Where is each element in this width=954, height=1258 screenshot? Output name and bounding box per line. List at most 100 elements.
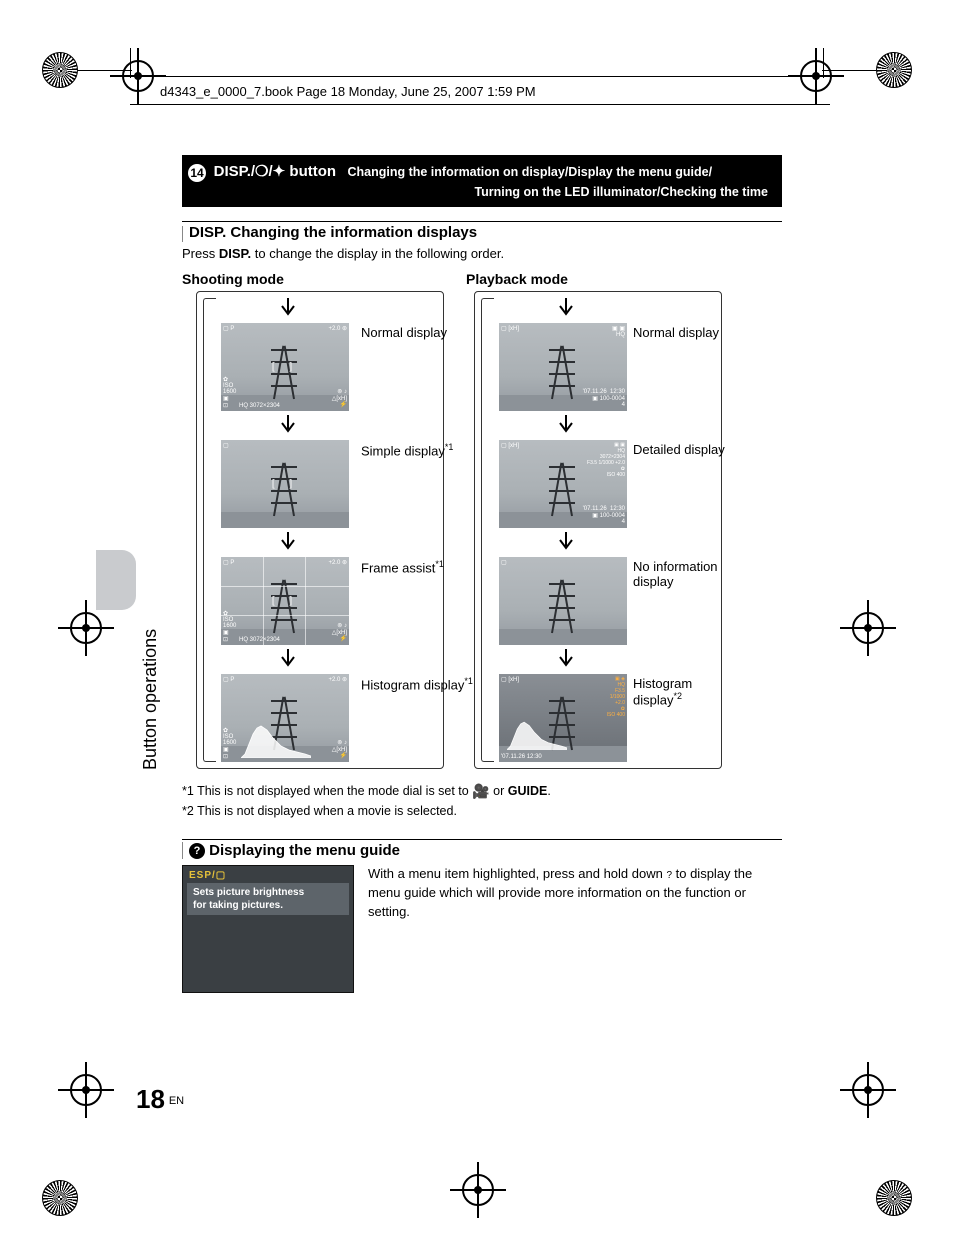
page-number-value: 18 — [136, 1084, 165, 1114]
thumb-overlay: ▢ P — [223, 325, 234, 332]
crop-line — [823, 48, 824, 78]
help-icon: ❍ — [255, 161, 268, 183]
thumb-overlay: ✿ ISO 1600 ▣ ⊡ — [223, 376, 236, 409]
footnote-1-mid: or — [490, 784, 508, 798]
footnote-1-pre: *1 This is not displayed when the mode d… — [182, 784, 472, 798]
thumb-overlay: +2.0 ⊛ — [328, 559, 347, 566]
thumb-shoot-hist: ▢ P +2.0 ⊛ ✿ ISO 1600 ▣ ⊡ ⊚ ♪ △[xH] ⚡ — [221, 674, 349, 762]
thumb-overlay: HQ 3072×2304 — [239, 403, 280, 409]
thumb-overlay: ▣ ▣ HQ 3072×2304 F3.5 1/1000 +2.0 ✿ ISO … — [587, 442, 625, 478]
page-number: 18 EN — [136, 1084, 184, 1115]
thumb-overlay: HQ 3072×2304 — [239, 637, 280, 643]
crop-register — [58, 1062, 114, 1118]
page-lang: EN — [169, 1095, 184, 1107]
mg-text-pre: With a menu item highlighted, press and … — [368, 866, 666, 881]
crop-sunburst — [42, 52, 78, 88]
caption-shoot-simple: Simple display*1 — [361, 440, 453, 458]
thumb-overlay: ⊚ ♪ △[xH] ⚡ — [332, 740, 347, 760]
menu-guide-topline: ESP/▢ — [183, 866, 353, 883]
thumb-overlay: '07.11.26 12:30 ▣ 100-0004 4 — [583, 389, 625, 409]
press-text-post: to change the display in the following o… — [251, 246, 504, 261]
press-text-bold: DISP. — [219, 246, 251, 261]
help-icon: ? — [189, 843, 205, 859]
crop-register — [840, 600, 896, 656]
caption-sup: *2 — [673, 691, 682, 701]
caption-sup: *1 — [435, 559, 444, 569]
thumb-shoot-simple: ▢ [ ] — [221, 440, 349, 528]
footnote-2: *2 This is not displayed when a movie is… — [182, 802, 782, 821]
flow-arrow-icon — [551, 649, 581, 672]
menu-guide-hl-line2: for taking pictures. — [193, 900, 283, 911]
flow-cycle-playback: ▢ [xH] ▣ ▣ HQ '07.11.26 12:30 ▣ 100-0004… — [474, 291, 722, 769]
menu-guide-text: With a menu item highlighted, press and … — [368, 865, 782, 993]
led-icon: ✦ — [273, 161, 286, 183]
crop-line — [130, 48, 131, 78]
thumb-overlay: ▢ — [501, 559, 507, 566]
thumb-shoot-normal: ▢ P +2.0 ⊛ ✿ ISO 1600 ▣ ⊡ ⊚ ♪ △[xH] ⚡ [ … — [221, 323, 349, 411]
crop-line — [822, 70, 876, 71]
movie-mode-icon: 🎥 — [472, 781, 489, 802]
flow-arrow-icon — [551, 532, 581, 555]
header-subtitle-1: Changing the information on display/Disp… — [347, 165, 712, 179]
press-text-pre: Press — [182, 246, 219, 261]
section-number-badge: 14 — [188, 164, 206, 182]
section-title-menuguide: ? Displaying the menu guide — [182, 839, 782, 859]
caption-shoot-hist: Histogram display*1 — [361, 674, 473, 692]
caption-play-hist: Histogram display*2 — [633, 674, 692, 707]
thumb-overlay: ▢ — [223, 442, 229, 449]
chapter-label: Button operations — [140, 629, 161, 770]
flow-arrow-icon — [273, 649, 303, 672]
header-title-button: button — [285, 163, 336, 180]
caption-sup: *1 — [445, 442, 454, 452]
crop-line — [78, 70, 132, 71]
thumb-play-normal: ▢ [xH] ▣ ▣ HQ '07.11.26 12:30 ▣ 100-0004… — [499, 323, 627, 411]
flow-arrow-icon — [551, 298, 581, 321]
thumb-overlay: ▣ ◈ HQ F3.5 1/1000 +2.0 ✿ ISO 400 — [607, 676, 625, 718]
flow-arrow-icon — [273, 298, 303, 321]
crop-register — [450, 1162, 506, 1218]
caption-shoot-normal: Normal display — [361, 323, 447, 340]
thumb-overlay: [ ] — [272, 362, 298, 373]
thumb-overlay: ⊚ ♪ △[xH] ⚡ — [332, 623, 347, 643]
caption-text: Simple display — [361, 443, 445, 458]
section-title-bold: DISP. — [189, 224, 226, 241]
footnote-1-post: . — [547, 784, 550, 798]
thumb-overlay: +2.0 ⊛ — [328, 325, 347, 332]
thumb-overlay: ▢ [xH] — [501, 442, 519, 449]
header-subtitle-2: Turning on the LED illuminator/Checking … — [188, 183, 772, 201]
chapter-tab — [96, 550, 136, 610]
menu-guide-hl-line1: Sets picture brightness — [193, 887, 304, 898]
book-header-line: d4343_e_0000_7.book Page 18 Monday, June… — [160, 84, 536, 99]
section-title-text: Displaying the menu guide — [205, 842, 400, 859]
thumb-overlay: ✿ ISO 1600 ▣ ⊡ — [223, 727, 236, 760]
section-title-disp: DISP. Changing the information displays — [182, 221, 782, 242]
flow-arrow-icon — [273, 532, 303, 555]
section-body: Press DISP. to change the display in the… — [182, 246, 782, 261]
crop-sunburst — [876, 1180, 912, 1216]
crop-sunburst — [42, 1180, 78, 1216]
thumb-overlay: ▣ ▣ HQ — [612, 325, 625, 338]
flow-cycle-shooting: ▢ P +2.0 ⊛ ✿ ISO 1600 ▣ ⊡ ⊚ ♪ △[xH] ⚡ [ … — [196, 291, 444, 769]
caption-text: Histogram display — [361, 677, 464, 692]
thumb-overlay: '07.11.26 12:30 ▣ 100-0004 4 — [583, 506, 625, 526]
header-title-disp: DISP./ — [214, 163, 255, 180]
crop-line — [130, 76, 830, 77]
thumb-overlay: '07.11.26 12:30 — [501, 754, 542, 760]
thumb-play-detail: ▢ [xH] ▣ ▣ HQ 3072×2304 F3.5 1/1000 +2.0… — [499, 440, 627, 528]
thumb-overlay: ▢ [xH] — [501, 676, 519, 683]
caption-play-normal: Normal display — [633, 323, 719, 340]
histogram-icon — [241, 724, 311, 758]
crop-register — [840, 1062, 896, 1118]
crop-line — [130, 104, 830, 105]
caption-text: No information — [633, 559, 718, 574]
flow-arrow-icon — [273, 415, 303, 438]
caption-shoot-frame: Frame assist*1 — [361, 557, 444, 575]
thumb-overlay: ⊚ ♪ △[xH] ⚡ — [332, 389, 347, 409]
thumb-overlay: ✿ ISO 1600 ▣ ⊡ — [223, 610, 236, 643]
thumb-play-none: ▢ — [499, 557, 627, 645]
footnote-1-guide: GUIDE — [508, 784, 548, 798]
caption-play-detail: Detailed display — [633, 440, 725, 457]
histogram-icon — [507, 720, 567, 750]
thumb-overlay: ▢ [xH] — [501, 325, 519, 332]
thumb-overlay: [ ] — [272, 596, 298, 607]
